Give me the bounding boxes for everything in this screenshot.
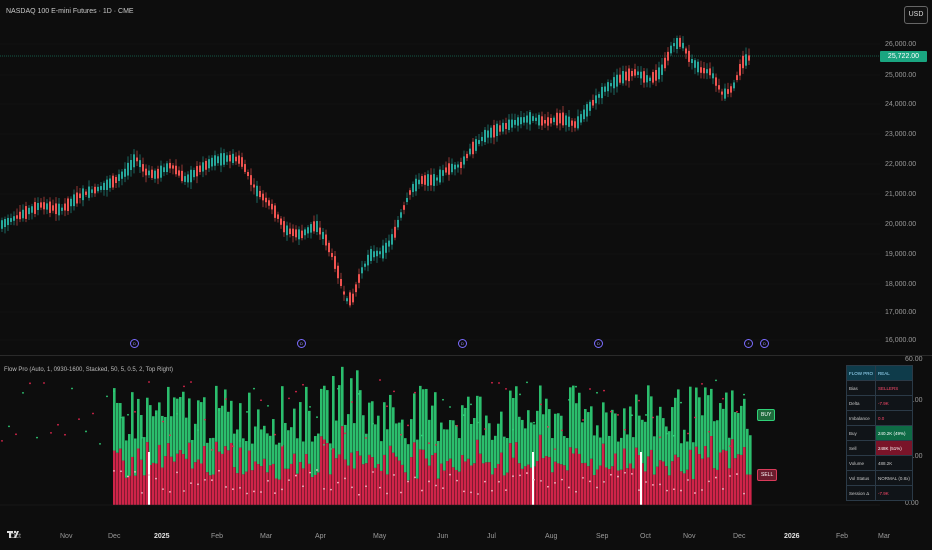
time-tick-label: 2026 [784,533,800,540]
time-tick-label: Dec [733,533,746,540]
table-header-mode: REAL [875,365,913,381]
current-price-label: 25,722.00 [880,51,927,62]
indicator-tick-label: 60.00 [905,356,923,363]
table-row-value: 248K (51%) [875,440,913,456]
indicator-tick-label: 40.00 [905,397,923,404]
price-tick-label: 19,000.00 [885,251,917,258]
event-marker-icon: ⚡ [744,339,753,348]
time-tick-label: 2025 [154,533,170,540]
time-tick-label: Aug [545,533,558,540]
time-tick-label: Apr [315,533,326,540]
flow-annotations [1,379,745,496]
time-tick-label: Mar [878,533,891,540]
table-row-label: Volume [845,455,877,471]
table-row-value: 488.2K [875,455,913,471]
price-tick-label: 18,000.00 [885,281,917,288]
table-row-label: Delta [845,395,877,411]
sell-badge: SELL [757,469,778,481]
event-marker-icon: D [760,339,769,348]
price-tick-label: 26,000.00 [885,41,917,48]
flow-pro-table: FLOW PRO REAL Bias SELLERS Delta -7.9K Imbal… [845,365,913,501]
time-tick-label: Jul [487,533,496,540]
price-tick-label: 17,000.00 [885,309,917,316]
event-marker-icon: D [297,339,306,348]
table-row-label: Sell [845,440,877,456]
symbol-title: NASDAQ 100 E-mini Futures · 1D · CME [6,8,134,15]
price-tick-label: 16,000.00 [885,337,917,344]
time-tick-label: May [373,533,387,540]
table-row-label: Bias [845,380,877,396]
candlestick-series [1,35,750,308]
time-tick-label: Jun [437,533,449,540]
price-tick-label: 23,000.00 [885,131,917,138]
price-tick-label: 20,000.00 [885,221,917,228]
price-tick-label: 22,000.00 [885,161,917,168]
time-tick-label: Mar [260,533,273,540]
time-tick-label: Dec [108,533,121,540]
table-header-title: FLOW PRO [845,365,877,381]
price-tick-label: 21,000.00 [885,191,917,198]
time-tick-label: Sep [596,533,609,540]
table-row-value: 240.2K (49%) [875,425,913,441]
indicator-title[interactable]: Flow Pro (Auto, 1, 0930-1600, Stacked, 5… [4,367,173,373]
time-tick-label: Feb [836,533,849,540]
table-row-label: Buy [845,425,877,441]
pane-separator[interactable] [0,355,932,356]
time-tick-label: Nov [683,533,696,540]
table-row-label: Session Δ [845,485,877,501]
table-row-value: -7.9K [875,395,913,411]
price-tick-label: 24,000.00 [885,101,917,108]
indicator-tick-label: 0.00 [905,500,919,507]
tradingview-logo-icon[interactable] [6,527,20,541]
buy-badge: BUY [757,409,776,421]
currency-button[interactable]: USD [904,6,928,24]
event-marker-icon: D [130,339,139,348]
event-marker-icon: D [594,339,603,348]
table-row-value: NORMAL (0.8x) [875,470,913,486]
time-tick-label: Nov [60,533,73,540]
table-row-value: -7.9K [875,485,913,501]
event-marker-icon: D [458,339,467,348]
table-row-label: Imbalance [845,410,877,426]
table-row-value: SELLERS [875,380,913,396]
time-tick-label: Oct [640,533,651,540]
price-tick-label: 25,000.00 [885,72,917,79]
time-tick-label: Feb [211,533,224,540]
table-row-label: Vol Status [845,470,877,486]
indicator-tick-label: 20.00 [905,453,923,460]
table-row-value: 0.0 [875,410,913,426]
flow-volume-bars [113,366,752,505]
